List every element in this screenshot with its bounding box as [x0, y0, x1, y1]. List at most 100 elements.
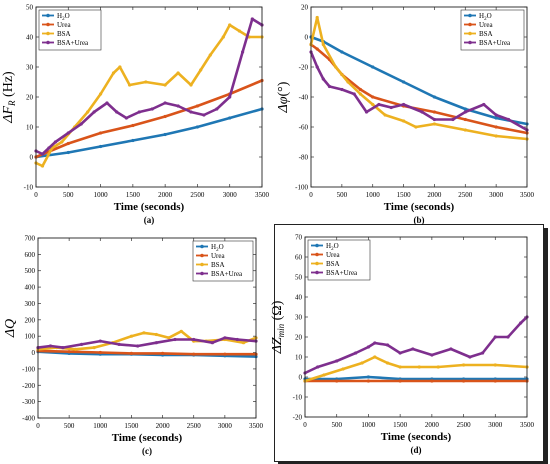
y-tick-label: -200: [22, 382, 35, 390]
x-tick-label: 2000: [425, 421, 440, 429]
legend-label-main: BSA: [479, 30, 493, 38]
data-point: [99, 131, 103, 135]
data-point: [432, 110, 436, 114]
data-point: [327, 84, 332, 89]
y-tick-label: 20: [295, 334, 303, 342]
y-tick-label: 0: [32, 349, 36, 357]
data-point: [223, 336, 227, 340]
legend-label-sub: 2: [484, 17, 487, 22]
legend-marker: [200, 244, 204, 249]
y-tick-label: -100: [22, 365, 35, 373]
y-tick-label: -20: [299, 64, 309, 72]
data-point: [463, 107, 467, 111]
data-point: [128, 83, 132, 87]
y-tick-label: -10: [24, 184, 34, 192]
legend-label-main: Urea: [57, 21, 71, 29]
data-point: [346, 80, 350, 84]
data-point: [402, 102, 406, 107]
y-tick-label: -300: [22, 398, 35, 406]
data-point: [163, 83, 167, 87]
data-point: [137, 110, 141, 114]
legend-label-main: BSA: [57, 30, 71, 38]
data-point: [163, 101, 167, 105]
x-tick-label: 0: [303, 421, 307, 429]
x-tick-label: 500: [337, 191, 348, 199]
plot-area-box: [310, 6, 528, 188]
data-point: [228, 95, 232, 99]
x-tick-label: 1500: [393, 421, 408, 429]
legend-label-main: BSA+Urea: [479, 39, 511, 47]
x-tick-label: 1500: [124, 422, 139, 430]
y-axis-label-main: ΔF: [1, 106, 16, 124]
data-point: [210, 341, 214, 345]
data-point: [173, 337, 177, 342]
series-line-h2o: [303, 375, 529, 381]
data-point: [420, 110, 424, 114]
data-point: [358, 92, 362, 96]
legend-label-sub: 2: [216, 248, 219, 253]
data-point: [215, 107, 219, 111]
data-point: [341, 367, 345, 371]
data-point: [117, 342, 121, 346]
data-point: [202, 113, 206, 117]
y-tick-label: 500: [25, 267, 36, 275]
data-point: [468, 355, 472, 359]
data-point: [373, 355, 377, 359]
legend-label: BSA: [479, 30, 493, 38]
x-tick-label: 1500: [126, 191, 141, 199]
legend-label-sub: 2: [331, 247, 334, 252]
data-point: [221, 35, 225, 39]
legend-label: H2O: [57, 12, 70, 22]
y-tick-label: 50: [295, 274, 303, 282]
y-axis-label-main: ΔQ: [3, 319, 18, 338]
data-point: [463, 117, 467, 122]
data-point: [176, 71, 180, 75]
data-point: [235, 337, 239, 342]
data-point: [316, 365, 320, 369]
data-point: [99, 144, 103, 149]
data-point: [335, 379, 339, 383]
data-point: [115, 110, 119, 114]
data-point: [163, 132, 167, 137]
y-tick-label: 100: [25, 333, 36, 341]
data-point: [430, 353, 434, 357]
data-point: [481, 351, 485, 355]
data-point: [66, 141, 70, 146]
x-tick-label: 3500: [255, 191, 270, 199]
data-point: [321, 42, 325, 47]
chart-b: -100 -80 -60 -40 -20 0 20 0 500 1000 1500 2000 2500 3…: [276, 4, 535, 226]
legend-label-sub: 2: [62, 17, 65, 22]
data-point: [321, 77, 325, 81]
series-line-h2o: [34, 107, 264, 159]
data-point: [53, 140, 58, 144]
data-point: [124, 116, 128, 120]
y-tick-label: 30: [295, 314, 303, 322]
legend-label-main: BSA: [326, 260, 340, 268]
data-point: [92, 346, 96, 350]
data-point: [167, 336, 171, 340]
data-point: [189, 83, 193, 87]
data-point: [98, 339, 102, 343]
y-tick-label: 40: [26, 34, 34, 42]
legend-marker: [468, 13, 472, 18]
data-point: [463, 110, 467, 114]
legend-marker: [315, 252, 319, 257]
legend-marker: [200, 271, 204, 276]
data-point: [80, 342, 84, 346]
data-point: [402, 119, 406, 123]
data-point: [494, 113, 498, 117]
y-tick-label: 20: [301, 4, 309, 12]
data-point: [118, 65, 122, 69]
y-tick-label: -20: [293, 414, 303, 422]
data-point: [237, 29, 241, 33]
x-tick-label: 3500: [520, 421, 535, 429]
data-point: [436, 365, 440, 369]
y-tick-label: 300: [25, 300, 36, 308]
legend-marker: [46, 13, 50, 18]
data-point: [67, 350, 71, 354]
data-point: [241, 50, 245, 54]
data-point: [371, 95, 375, 99]
